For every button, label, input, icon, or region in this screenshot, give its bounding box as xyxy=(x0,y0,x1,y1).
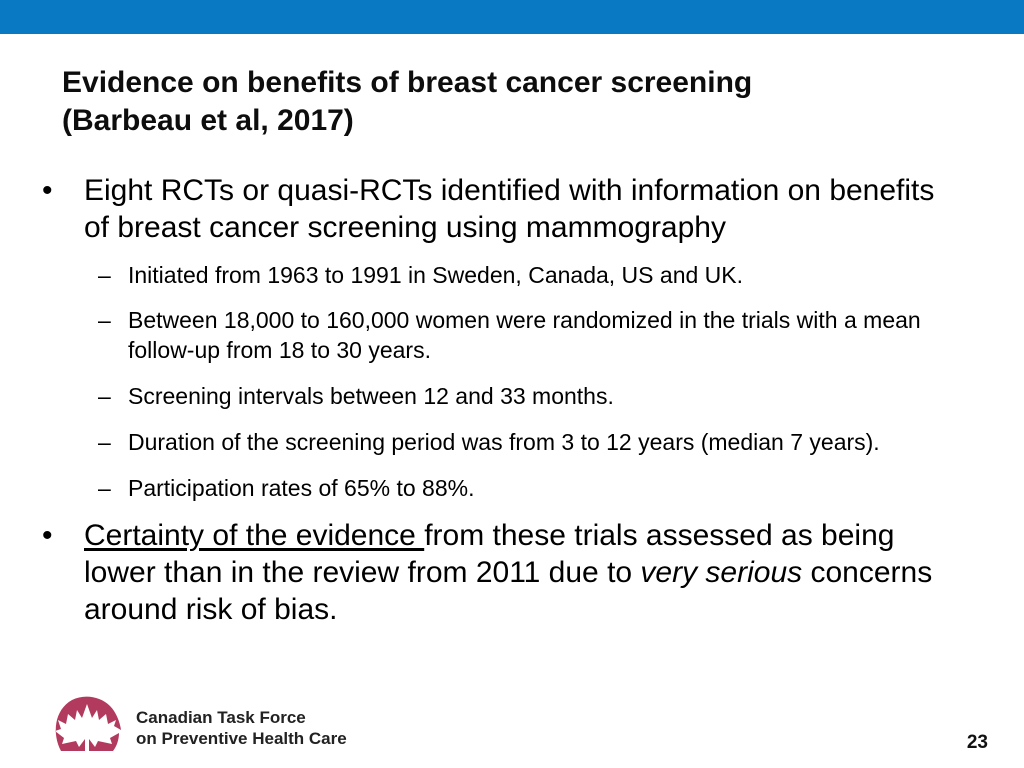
title-line-1: Evidence on benefits of breast cancer sc… xyxy=(62,66,753,99)
sub-bullet-item: – Initiated from 1963 to 1991 in Sweden,… xyxy=(0,260,968,290)
maple-leaf-icon xyxy=(55,696,121,751)
top-bar xyxy=(0,0,1024,34)
org-name-line-1: Canadian Task Force xyxy=(136,708,306,727)
org-name-line-2: on Preventive Health Care xyxy=(136,729,347,748)
bullet-text: Eight RCTs or quasi-RCTs identified with… xyxy=(84,174,935,244)
bullet-item: • Eight RCTs or quasi-RCTs identified wi… xyxy=(0,172,954,246)
sub-bullet-text: Between 18,000 to 160,000 women were ran… xyxy=(128,307,921,363)
title-line-2: (Barbeau et al, 2017) xyxy=(62,104,354,137)
slide-content: • Eight RCTs or quasi-RCTs identified wi… xyxy=(0,172,1024,628)
bullet-text: from these trials assessed as being lowe… xyxy=(84,519,895,589)
sub-bullet-item: – Between 18,000 to 160,000 women were r… xyxy=(0,305,968,365)
organization-name: Canadian Task Force on Preventive Health… xyxy=(136,707,347,749)
bullet-item: • Certainty of the evidence from these t… xyxy=(0,517,954,628)
sub-bullet-marker: – xyxy=(98,475,111,501)
sub-bullet-marker: – xyxy=(98,429,111,455)
bullet-text: concerns around risk of bias. xyxy=(84,556,933,626)
sub-bullet-marker: – xyxy=(98,307,111,333)
sub-bullet-text: Participation rates of 65% to 88%. xyxy=(128,475,475,501)
bullet-marker: • xyxy=(42,174,53,207)
sub-bullet-marker: – xyxy=(98,262,111,288)
underlined-text: Certainty of the evidence xyxy=(84,519,425,552)
sub-bullet-text: Screening intervals between 12 and 33 mo… xyxy=(128,383,614,409)
sub-bullet-item: – Screening intervals between 12 and 33 … xyxy=(0,381,968,411)
sub-bullet-text: Initiated from 1963 to 1991 in Sweden, C… xyxy=(128,262,744,288)
slide-title: Evidence on benefits of breast cancer sc… xyxy=(62,64,962,140)
sub-bullet-marker: – xyxy=(98,383,111,409)
bullet-marker: • xyxy=(42,519,53,552)
page-number: 23 xyxy=(966,732,988,753)
italic-text: very serious xyxy=(640,556,803,589)
sub-bullet-item: – Participation rates of 65% to 88%. xyxy=(0,473,968,503)
sub-bullet-text: Duration of the screening period was fro… xyxy=(128,429,880,455)
sub-bullet-item: – Duration of the screening period was f… xyxy=(0,427,968,457)
